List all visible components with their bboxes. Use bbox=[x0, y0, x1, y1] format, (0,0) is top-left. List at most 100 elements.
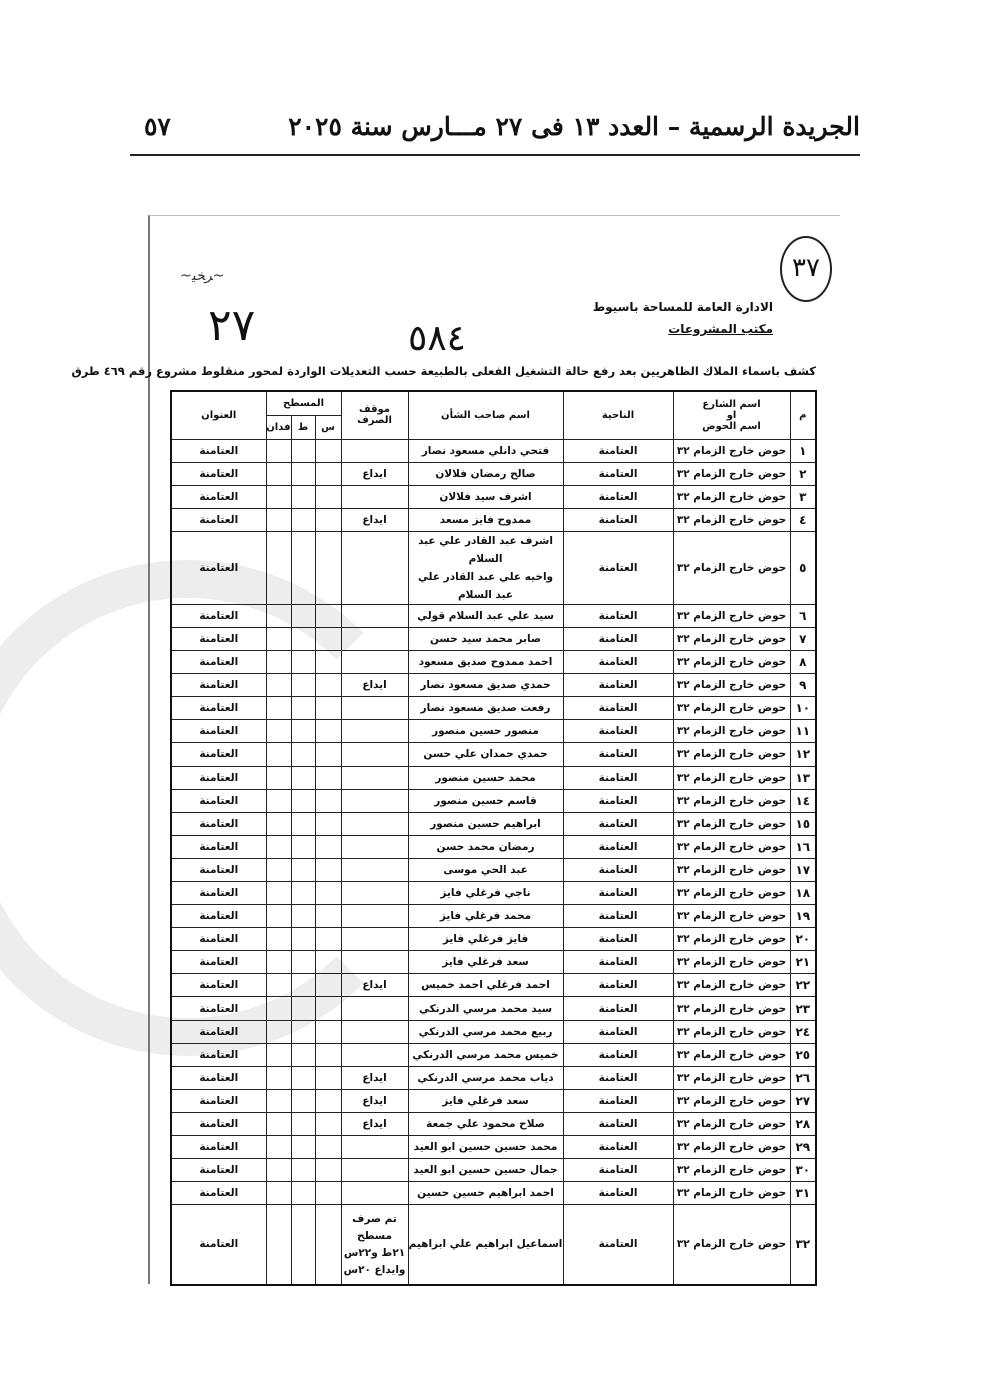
row-street-text: حوض خارج الزمام ٣٢ bbox=[676, 979, 787, 992]
row-owner-text: صالح رمضان فلالان bbox=[435, 467, 536, 480]
row-street: حوض خارج الزمام ٣٢ bbox=[672, 1019, 791, 1044]
row-owner-text: عبد الحي موسى bbox=[443, 863, 528, 876]
row-address-text: العتامنة bbox=[199, 656, 239, 669]
row-index-text: ١١ bbox=[795, 724, 811, 739]
col-owner: اسم صاحب الشأن bbox=[407, 390, 564, 440]
row-address: العتامنة bbox=[170, 973, 267, 998]
row-owner: حمدي صديق مسعود نصار bbox=[407, 673, 564, 698]
row-index-text: ١٨ bbox=[795, 886, 811, 901]
row-street-text: حوض خارج الزمام ٣٢ bbox=[676, 513, 787, 526]
row-area-qirat bbox=[290, 507, 316, 532]
row-address: العتامنة bbox=[170, 484, 267, 509]
row-status: تم صرف مسطح ٢١ط و٢٢س وايداع ٢٠س bbox=[340, 1204, 409, 1286]
row-owner: سيد علي عبد السلام قولي bbox=[407, 603, 564, 628]
row-index: ٢ bbox=[789, 461, 817, 486]
row-area-feddan bbox=[265, 1042, 292, 1067]
row-area-qirat bbox=[290, 950, 316, 975]
row-index: ٢٦ bbox=[789, 1065, 817, 1090]
row-index-text: ٢٦ bbox=[795, 1070, 811, 1085]
row-address-text: العتامنة bbox=[199, 1141, 239, 1154]
row-status bbox=[340, 626, 409, 652]
row-street-text: حوض خارج الزمام ٣٢ bbox=[676, 1117, 787, 1130]
row-owner-text: ابراهيم حسين منصور bbox=[430, 817, 541, 830]
row-district-text: العتامنة bbox=[598, 748, 638, 761]
row-owner-text: فتحي دانلي مسعود نصار bbox=[421, 444, 550, 457]
row-owner-text: احمد ممدوح صديق مسعود bbox=[418, 656, 553, 669]
row-street-text: حوض خارج الزمام ٣٢ bbox=[676, 910, 787, 923]
table-row: ١٢ حوض خارج الزمام ٣٢ العتامنة حمدي حمدان ع… bbox=[170, 742, 817, 767]
row-index: ١٦ bbox=[789, 834, 817, 859]
row-owner-text: سيد علي عبد السلام قولي bbox=[417, 609, 554, 622]
row-address: العتامنة bbox=[170, 788, 267, 813]
row-district-text: العتامنة bbox=[598, 840, 638, 853]
row-area-qirat bbox=[290, 1065, 316, 1090]
col-area-qirat: ط bbox=[290, 414, 316, 440]
row-owner: محمد فرغلي فايز bbox=[407, 904, 564, 929]
row-index: ١٤ bbox=[789, 788, 817, 813]
row-area-qirat bbox=[290, 1204, 316, 1286]
row-owner-text: قاسم حسين منصور bbox=[434, 794, 537, 807]
row-owner-text: ممدوح فايز مسعد bbox=[439, 513, 532, 526]
row-index-text: ٣٢ bbox=[795, 1237, 811, 1252]
row-status-text: وايداع ٢٠س bbox=[343, 1263, 406, 1276]
col-district: الناحية bbox=[562, 390, 674, 440]
row-address: العتامنة bbox=[170, 438, 267, 463]
row-address-text: العتامنة bbox=[199, 1094, 239, 1107]
row-index: ٣٠ bbox=[789, 1158, 817, 1183]
row-owner: صالح رمضان فلالان bbox=[407, 461, 564, 486]
row-district: العتامنة bbox=[562, 507, 674, 532]
row-status: ايداع bbox=[340, 507, 409, 532]
row-district-text: العتامنة bbox=[598, 633, 638, 646]
row-index: ٢٧ bbox=[789, 1088, 817, 1113]
row-status: ايداع bbox=[340, 673, 409, 698]
row-area-feddan bbox=[265, 650, 292, 675]
row-district-text: العتامنة bbox=[598, 725, 638, 738]
row-district: العتامنة bbox=[562, 742, 674, 767]
page-header: الجريدة الرسمية – العدد ١٣ فى ٢٧ مـــارس… bbox=[130, 112, 860, 148]
row-address: العتامنة bbox=[170, 1019, 267, 1044]
table-row: ١١ حوض خارج الزمام ٣٢ العتامنة منصور حسين م… bbox=[170, 719, 817, 744]
row-area-feddan bbox=[265, 696, 292, 721]
row-street: حوض خارج الزمام ٣٢ bbox=[672, 904, 791, 929]
row-area-sahm bbox=[314, 1158, 342, 1183]
row-street: حوض خارج الزمام ٣٢ bbox=[672, 811, 791, 836]
row-address-text: العتامنة bbox=[199, 490, 239, 503]
row-street: حوض خارج الزمام ٣٢ bbox=[672, 1181, 791, 1206]
table-row: ٢٩ حوض خارج الزمام ٣٢ العتامنة محمد حسين حس… bbox=[170, 1135, 817, 1160]
row-index: ٢٣ bbox=[789, 996, 817, 1021]
row-area-feddan bbox=[265, 1111, 292, 1137]
row-area-qirat bbox=[290, 696, 316, 721]
row-address-text: العتامنة bbox=[199, 633, 239, 646]
handwritten-number-center: ٥٨٤ bbox=[408, 318, 467, 359]
row-address-text: العتامنة bbox=[199, 1187, 239, 1200]
row-district: العتامنة bbox=[562, 461, 674, 486]
table-row: ٣٠ حوض خارج الزمام ٣٢ العتامنة جمال حسين حس… bbox=[170, 1158, 817, 1183]
row-owner-text: حمدي حمدان علي حسن bbox=[423, 748, 548, 761]
row-status bbox=[340, 927, 409, 952]
row-district: العتامنة bbox=[562, 696, 674, 721]
row-owner-text: رمضان محمد حسن bbox=[436, 840, 535, 853]
row-area-feddan bbox=[265, 742, 292, 767]
table-caption: كشف باسماء الملاك الظاهريين بعد رفع حالة… bbox=[71, 364, 816, 378]
row-area-sahm bbox=[314, 834, 342, 859]
row-area-sahm bbox=[314, 1019, 342, 1044]
row-owner: ناجي فرغلي فايز bbox=[407, 880, 564, 906]
row-district: العتامنة bbox=[562, 1135, 674, 1160]
row-area-sahm bbox=[314, 673, 342, 698]
row-owner-text: خميس محمد مرسي الدرنكي bbox=[412, 1048, 559, 1061]
table-row: ١٧ حوض خارج الزمام ٣٢ العتامنة عبد الحي موس… bbox=[170, 857, 817, 883]
row-district: العتامنة bbox=[562, 438, 674, 463]
table-row: ٢٠ حوض خارج الزمام ٣٢ العتامنة فايز فرغلي ف… bbox=[170, 927, 817, 952]
row-index-text: ١٧ bbox=[795, 862, 811, 877]
row-street: حوض خارج الزمام ٣٢ bbox=[672, 1088, 791, 1113]
row-owner: اشرف عبد القادر علي عبد السلام واخيه علي … bbox=[407, 530, 564, 605]
row-area-feddan bbox=[265, 1158, 292, 1183]
row-index-text: ٢٣ bbox=[795, 1001, 811, 1016]
row-district: العتامنة bbox=[562, 950, 674, 975]
row-address-text: العتامنة bbox=[199, 1071, 239, 1084]
row-index: ٢٠ bbox=[789, 927, 817, 952]
row-address: العتامنة bbox=[170, 530, 267, 605]
row-status bbox=[340, 834, 409, 859]
row-street-text: حوض خارج الزمام ٣٢ bbox=[676, 887, 787, 900]
row-area-qirat bbox=[290, 857, 316, 883]
